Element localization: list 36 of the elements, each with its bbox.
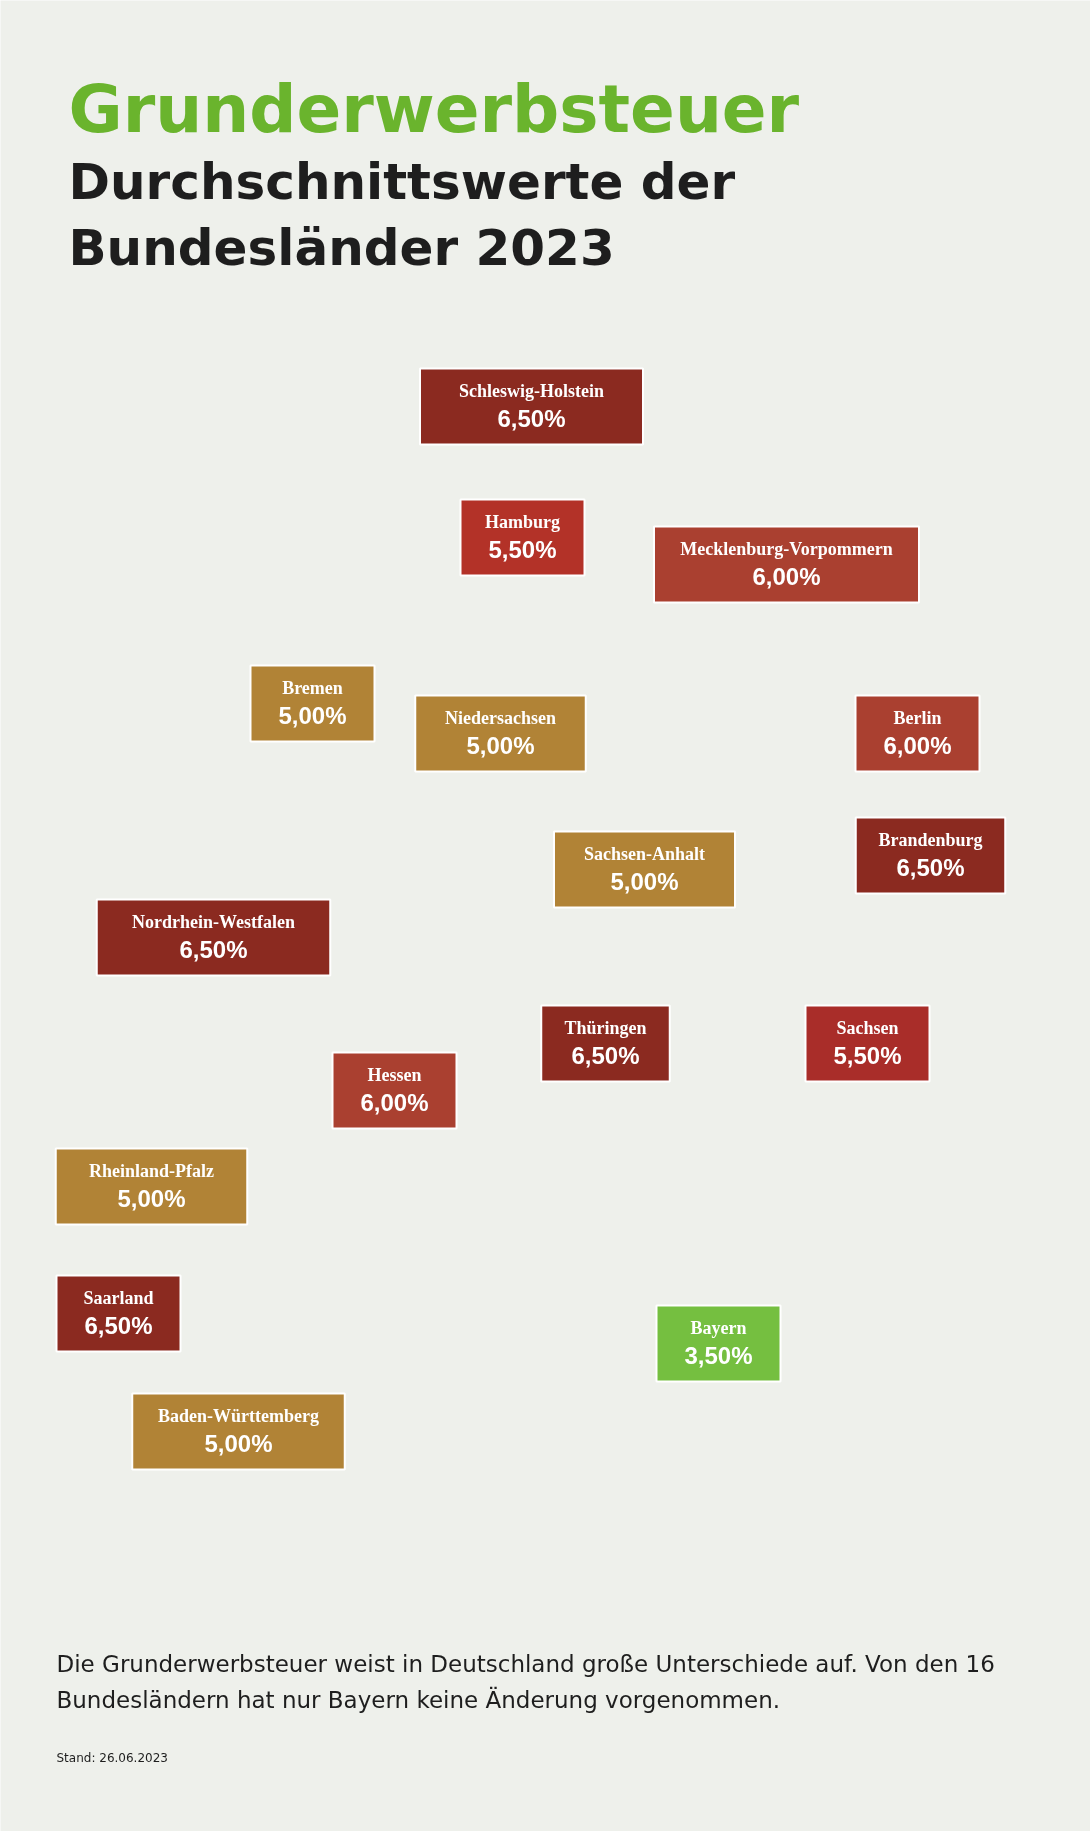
- data-label: 6,00%: [883, 731, 952, 759]
- data-label: 5,00%: [278, 701, 347, 729]
- data-label: 5,00%: [610, 867, 679, 895]
- data-label: 6,50%: [896, 853, 965, 881]
- data-label: 6,50%: [497, 404, 566, 432]
- data-label: 6,50%: [84, 1311, 153, 1339]
- category-label: Baden-Württemberg: [158, 1405, 319, 1426]
- data-label: 5,50%: [833, 1041, 902, 1069]
- category-label: Mecklenburg-Vorpommern: [680, 538, 893, 559]
- category-label: Hamburg: [485, 511, 561, 532]
- category-label: Nordrhein-Westfalen: [132, 911, 295, 932]
- category-label: Niedersachsen: [445, 707, 557, 728]
- category-label: Bayern: [690, 1317, 747, 1338]
- category-label: Sachsen-Anhalt: [583, 843, 706, 864]
- category-label: Bremen: [282, 677, 343, 698]
- data-label: 6,00%: [752, 562, 821, 590]
- data-label: 5,50%: [488, 535, 557, 563]
- category-label: Sachsen: [836, 1017, 899, 1038]
- data-label: 6,00%: [360, 1088, 429, 1116]
- category-label: Hessen: [367, 1064, 422, 1085]
- data-label: 6,50%: [571, 1041, 640, 1069]
- category-label: Brandenburg: [878, 829, 983, 850]
- data-label: 5,00%: [204, 1429, 273, 1457]
- category-label: Schleswig-Holstein: [459, 380, 605, 401]
- data-label: 5,00%: [117, 1184, 186, 1212]
- category-label: Berlin: [893, 707, 942, 728]
- text: Die Grunderwerbsteuer weist in Deutschland große Unterschiede auf. Von den 16 Bundesländern hat nur Bayern keine Änderung vorgenommen.: [56, 1650, 995, 1713]
- data-label: 3,50%: [684, 1341, 753, 1369]
- category-label: Saarland: [83, 1287, 154, 1308]
- text: Stand: 26.06.2023: [56, 1750, 168, 1765]
- data-label: 6,50%: [179, 935, 248, 963]
- text: Durchschnittswerte der Bundesländer 2023: [68, 152, 736, 277]
- category-label: Thüringen: [564, 1017, 647, 1038]
- data-label: 5,00%: [466, 731, 535, 759]
- text: Grunderwerbsteuer: [68, 70, 800, 148]
- category-label: Rheinland-Pfalz: [89, 1160, 215, 1181]
